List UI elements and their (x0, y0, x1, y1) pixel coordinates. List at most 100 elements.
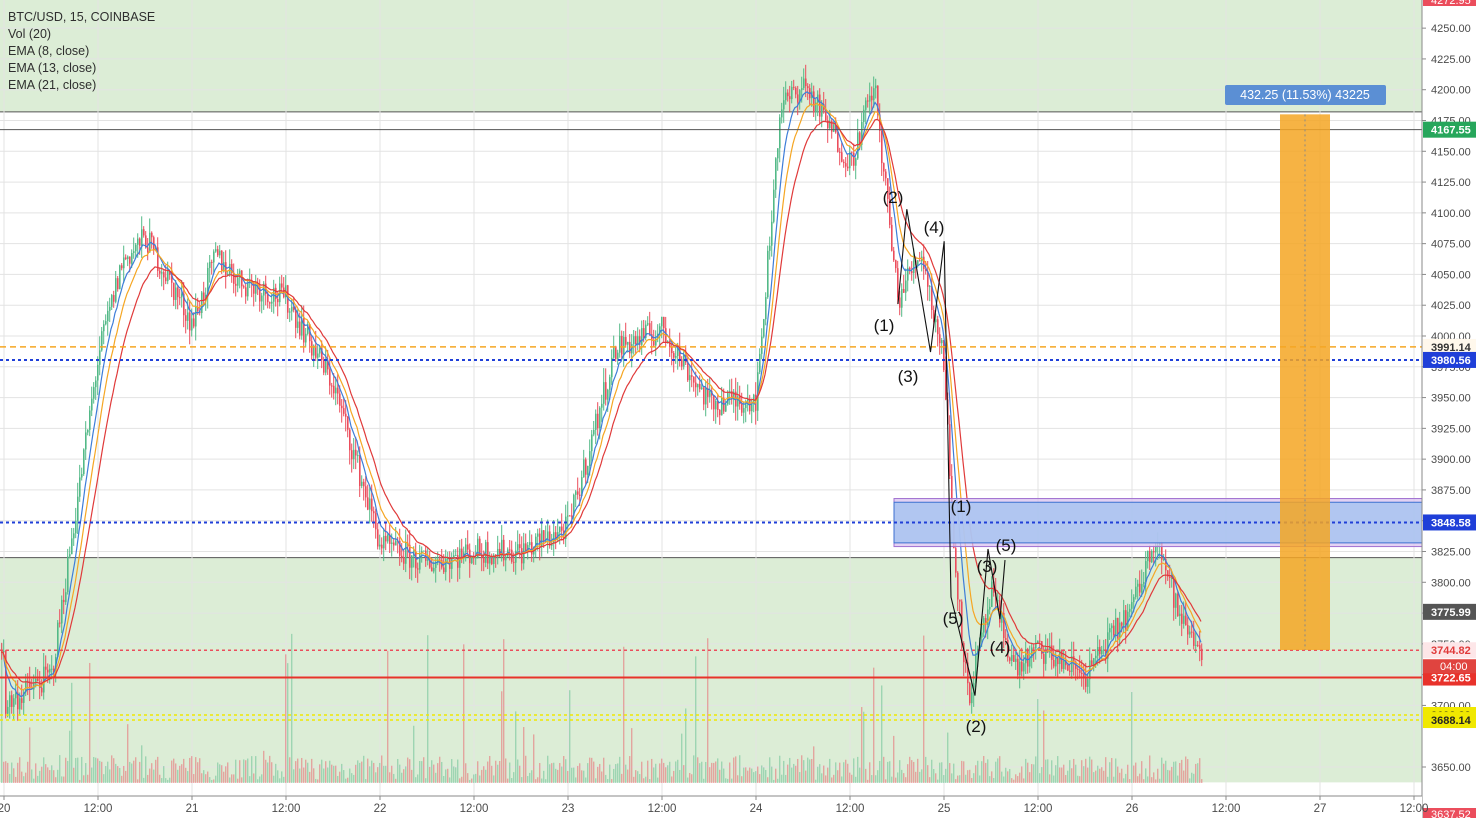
candle-body (729, 390, 731, 393)
candle-body (281, 283, 283, 288)
candle-body (991, 581, 993, 607)
legend: BTC/USD, 15, COINBASE Vol (20) EMA (8, c… (8, 9, 155, 94)
volume-bar (553, 762, 555, 783)
candle-body (357, 455, 359, 457)
volume-bar (271, 762, 273, 783)
volume-bar (5, 761, 7, 783)
volume-bar (1155, 779, 1157, 783)
volume-bar (773, 779, 775, 783)
volume-bar (919, 771, 921, 783)
candle-body (655, 338, 657, 346)
candle-body (787, 92, 789, 97)
volume-bar (581, 770, 583, 783)
volume-bar (935, 773, 937, 783)
candle-body (13, 698, 15, 707)
candle-body (929, 286, 931, 288)
wave-label: (4) (924, 218, 945, 237)
volume-bar (635, 770, 637, 783)
volume-bar (475, 773, 477, 783)
volume-bar (293, 769, 295, 783)
candle-body (27, 680, 29, 682)
volume-bar (593, 761, 595, 783)
volume-bar (517, 759, 519, 783)
y-tick-label: 4200.00 (1431, 85, 1471, 97)
candle-body (29, 681, 31, 688)
volume-bar (1103, 770, 1105, 783)
volume-bar (523, 727, 525, 783)
candle-body (123, 257, 125, 269)
candle-body (483, 557, 485, 563)
volume-bar (955, 779, 957, 783)
volume-bar (909, 756, 911, 783)
wave-label: (2) (883, 188, 904, 207)
candle-body (895, 260, 897, 269)
price-tag-bg (1423, 669, 1476, 686)
candle-body (851, 152, 853, 154)
volume-bar (253, 773, 255, 783)
volume-bar (671, 776, 673, 783)
candle-body (1003, 612, 1005, 639)
volume-bar (845, 759, 847, 783)
candle-body (599, 407, 601, 429)
candle-body (771, 221, 773, 246)
volume-bar (359, 762, 361, 783)
candle-body (403, 557, 405, 564)
volume-bar (505, 758, 507, 783)
volume-bar (1043, 710, 1045, 783)
x-tick-label: 27 (1314, 803, 1327, 815)
candle-body (1125, 610, 1127, 630)
candle-body (1011, 655, 1013, 661)
candle-body (61, 599, 63, 624)
volume-bar (939, 762, 941, 783)
candle-body (1023, 663, 1025, 672)
candle-body (725, 404, 727, 412)
candle-body (681, 359, 683, 367)
candle-body (955, 548, 957, 573)
volume-bar (715, 761, 717, 783)
volume-bar (999, 756, 1001, 783)
candle-body (355, 449, 357, 456)
candle-body (363, 481, 365, 487)
volume-bar (257, 779, 259, 783)
measure-label-bg (1225, 85, 1386, 105)
volume-bar (171, 760, 173, 783)
volume-bar (309, 771, 311, 783)
volume-bar (759, 774, 761, 783)
candle-body (1123, 610, 1125, 626)
volume-bar (697, 757, 699, 783)
candle-body (329, 369, 331, 386)
volume-bar (881, 685, 883, 783)
volume-bar (1061, 767, 1063, 783)
candle-body (1091, 660, 1093, 666)
candle-body (245, 287, 247, 297)
candle-body (793, 86, 795, 88)
time-axis-bg (0, 796, 1422, 818)
volume-bar (905, 777, 907, 783)
volume-bar (967, 770, 969, 783)
candle-body (969, 683, 971, 704)
candle-body (101, 331, 103, 351)
price-tag-bg (1423, 351, 1476, 368)
volume-bar (469, 779, 471, 783)
volume-bar (1009, 769, 1011, 783)
volume-bar (627, 769, 629, 783)
volume-bar (83, 775, 85, 783)
volume-bar (63, 776, 65, 783)
volume-bar (115, 763, 117, 783)
candle-body (67, 556, 69, 593)
volume-bar (787, 764, 789, 783)
candle-body (203, 292, 205, 300)
candle-body (909, 267, 911, 272)
candle-body (1141, 584, 1143, 593)
volume-bar (1065, 775, 1067, 783)
candle-body (645, 324, 647, 339)
candle-body (315, 345, 317, 358)
volume-bar (219, 764, 221, 783)
candle-body (317, 353, 319, 358)
volume-bar (641, 761, 643, 783)
y-tick-label: 4150.00 (1431, 146, 1471, 158)
volume-bar (621, 773, 623, 783)
volume-bar (601, 771, 603, 783)
